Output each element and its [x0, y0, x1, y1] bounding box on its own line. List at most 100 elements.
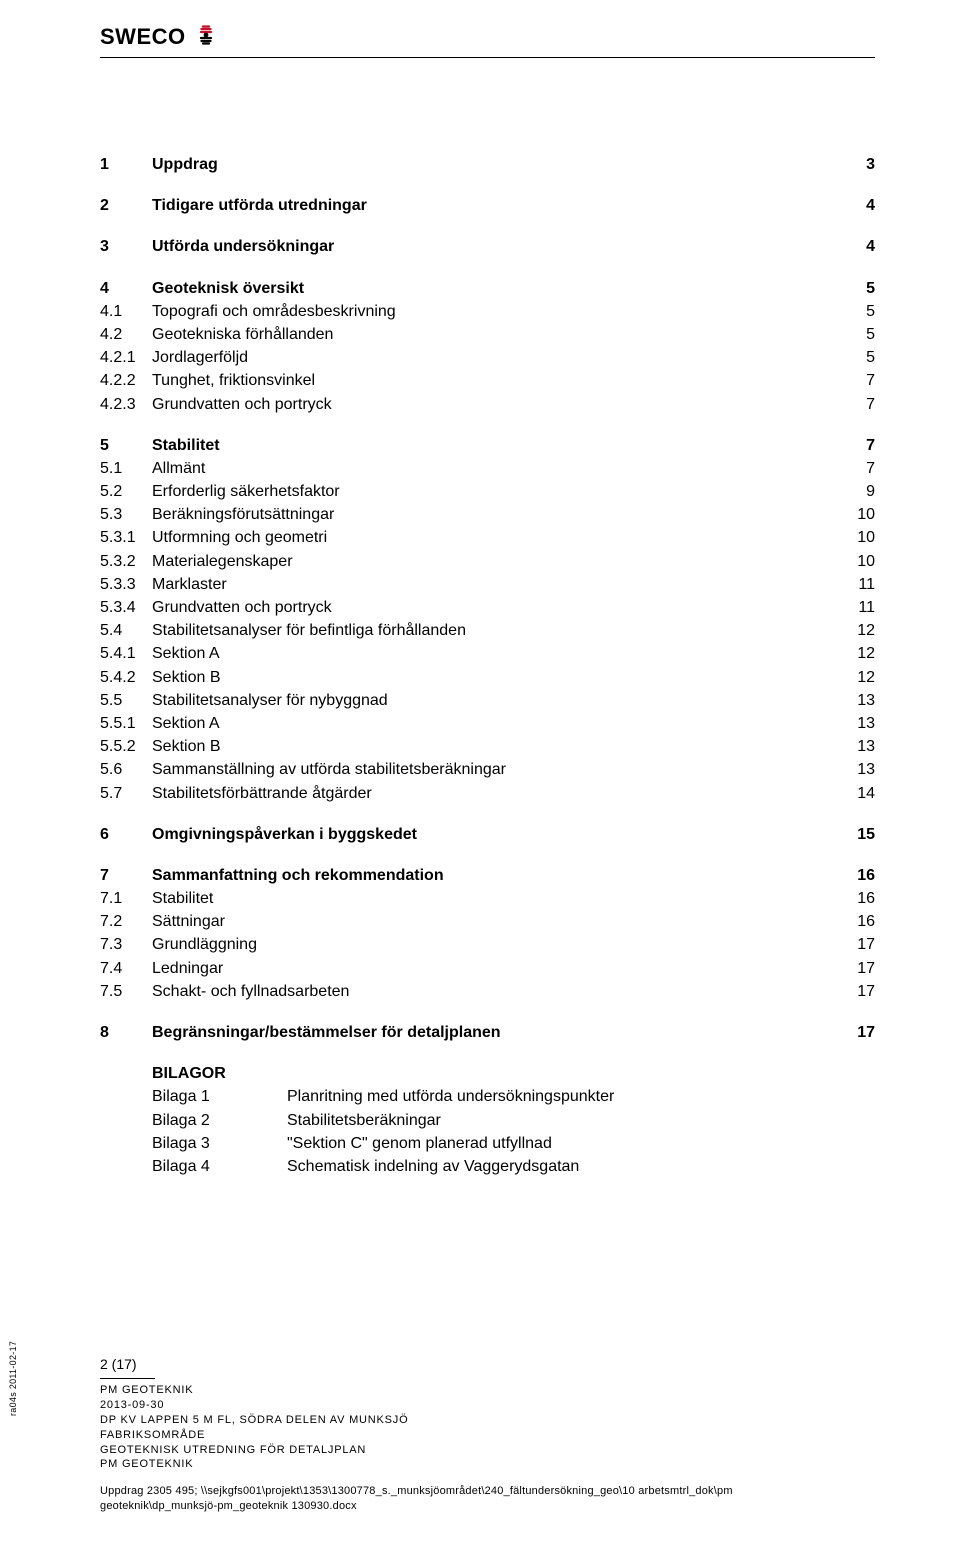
toc-page: 5 [866, 300, 875, 323]
toc-row: 4.2.3Grundvatten och portryck 7 [100, 393, 875, 416]
toc-row: 4.2.2Tunghet, friktionsvinkel 7 [100, 369, 875, 392]
toc-page: 17 [857, 1021, 875, 1044]
appendix-desc: Stabilitetsberäkningar [287, 1109, 441, 1132]
toc-page: 13 [857, 758, 875, 781]
toc-row: 5.1Allmänt7 [100, 457, 875, 480]
toc-number: 7.3 [100, 933, 152, 956]
toc-left: 6Omgivningspåverkan i byggskedet [100, 823, 417, 846]
toc-page: 16 [857, 910, 875, 933]
toc-number: 5.1 [100, 457, 152, 480]
appendix-key: Bilaga 2 [152, 1109, 287, 1132]
toc-number: 4.2.3 [100, 393, 152, 416]
toc-page: 7 [866, 393, 875, 416]
toc-title: Topografi och områdesbeskrivning [152, 300, 396, 323]
toc-number: 5.3 [100, 503, 152, 526]
toc-left: 7.4Ledningar [100, 957, 223, 980]
toc-title: Omgivningspåverkan i byggskedet [152, 823, 417, 846]
toc-row: 5.5.1Sektion A13 [100, 712, 875, 735]
toc-page: 11 [858, 573, 875, 596]
toc-page: 10 [857, 503, 875, 526]
toc-title: Utförda undersökningar [152, 235, 334, 258]
toc-page: 12 [857, 642, 875, 665]
toc-row: 7Sammanfattning och rekommendation16 [100, 864, 875, 887]
toc-title: Sektion A [152, 642, 220, 665]
toc-title: Sektion A [152, 712, 220, 735]
toc-title: Schakt- och fyllnadsarbeten [152, 980, 349, 1003]
toc-number: 4.2.1 [100, 346, 152, 369]
toc-title: Sättningar [152, 910, 225, 933]
toc-title: Materialegenskaper [152, 550, 293, 573]
toc-page: 10 [857, 526, 875, 549]
footer-line: GEOTEKNISK UTREDNING FÖR DETALJPLAN [100, 1443, 733, 1458]
toc-title: Stabilitetsförbättrande åtgärder [152, 782, 372, 805]
toc-number: 5.5 [100, 689, 152, 712]
logo-text: SWECO [100, 24, 186, 50]
toc-page: 7 [866, 369, 875, 392]
toc-title: Sektion B [152, 666, 220, 689]
appendix-block: BILAGOR Bilaga 1Planritning med utförda … [100, 1062, 875, 1178]
toc-title: Uppdrag [152, 153, 218, 176]
toc-page: 4 [866, 194, 875, 217]
toc-title: Stabilitet [152, 434, 220, 457]
appendix-row: Bilaga 2Stabilitetsberäkningar [152, 1109, 875, 1132]
toc-title: Geoteknisk översikt [152, 277, 304, 300]
toc-number: 7.1 [100, 887, 152, 910]
toc-left: 5.3.2Materialegenskaper [100, 550, 293, 573]
toc-number: 5.4.1 [100, 642, 152, 665]
toc-left: 5.5.1Sektion A [100, 712, 220, 735]
toc-number: 5.5.1 [100, 712, 152, 735]
toc-title: Begränsningar/bestämmelser för detaljpla… [152, 1021, 501, 1044]
toc-page: 10 [857, 550, 875, 573]
toc-title: Grundvatten och portryck [152, 596, 332, 619]
toc-number: 4.1 [100, 300, 152, 323]
toc-title: Utformning och geometri [152, 526, 327, 549]
appendix-key: Bilaga 1 [152, 1085, 287, 1108]
toc-number: 5.3.3 [100, 573, 152, 596]
toc-row: 5.3.4Grundvatten och portryck 11 [100, 596, 875, 619]
toc-row: 5.6Sammanställning av utförda stabilitet… [100, 758, 875, 781]
toc-left: 4Geoteknisk översikt [100, 277, 304, 300]
toc-left: 4.2.2Tunghet, friktionsvinkel [100, 369, 315, 392]
toc-row: 1Uppdrag3 [100, 153, 875, 176]
toc-row: 5.3.1Utformning och geometri 10 [100, 526, 875, 549]
toc-left: 5.4.2Sektion B [100, 666, 220, 689]
toc-left: 5.3.3Marklaster [100, 573, 227, 596]
toc-row: 4.2Geotekniska förhållanden5 [100, 323, 875, 346]
toc-left: 7.2Sättningar [100, 910, 225, 933]
toc-number: 5 [100, 434, 152, 457]
toc-number: 5.7 [100, 782, 152, 805]
toc-left: 5.4Stabilitetsanalyser för befintliga fö… [100, 619, 466, 642]
toc-row: 5.2Erforderlig säkerhetsfaktor9 [100, 480, 875, 503]
toc-page: 4 [866, 235, 875, 258]
toc-left: 5.7Stabilitetsförbättrande åtgärder [100, 782, 372, 805]
toc-left: 5.1Allmänt [100, 457, 205, 480]
toc-title: Stabilitetsanalyser för nybyggnad [152, 689, 388, 712]
toc-page: 11 [858, 596, 875, 619]
toc-left: 4.2.3Grundvatten och portryck [100, 393, 332, 416]
toc-left: 2Tidigare utförda utredningar [100, 194, 367, 217]
toc-left: 7.5Schakt- och fyllnadsarbeten [100, 980, 349, 1003]
toc-number: 5.4 [100, 619, 152, 642]
appendix-desc: Schematisk indelning av Vaggerydsgatan [287, 1155, 579, 1178]
toc-title: Grundläggning [152, 933, 257, 956]
toc-left: 5.5.2Sektion B [100, 735, 220, 758]
toc-row: 7.1Stabilitet16 [100, 887, 875, 910]
toc-title: Sammanställning av utförda stabilitetsbe… [152, 758, 506, 781]
toc-left: 5.6Sammanställning av utförda stabilitet… [100, 758, 506, 781]
appendix-key: Bilaga 4 [152, 1155, 287, 1178]
toc-number: 5.3.4 [100, 596, 152, 619]
toc-number: 5.3.1 [100, 526, 152, 549]
appendix-key: Bilaga 3 [152, 1132, 287, 1155]
toc-number: 7.4 [100, 957, 152, 980]
appendix-row: Bilaga 4Schematisk indelning av Vaggeryd… [152, 1155, 875, 1178]
toc-page: 17 [857, 957, 875, 980]
footer-divider [100, 1378, 155, 1379]
toc-page: 15 [857, 823, 875, 846]
footer-path-line: geoteknik\dp_munksjö-pm_geoteknik 130930… [100, 1499, 733, 1514]
toc-left: 4.2Geotekniska förhållanden [100, 323, 333, 346]
toc-left: 7Sammanfattning och rekommendation [100, 864, 444, 887]
page-counter: 2 (17) [100, 1355, 733, 1374]
toc-row: 4.1Topografi och områdesbeskrivning 5 [100, 300, 875, 323]
toc-left: 7.3Grundläggning [100, 933, 257, 956]
table-of-contents: 1Uppdrag32Tidigare utförda utredningar43… [100, 153, 875, 1044]
